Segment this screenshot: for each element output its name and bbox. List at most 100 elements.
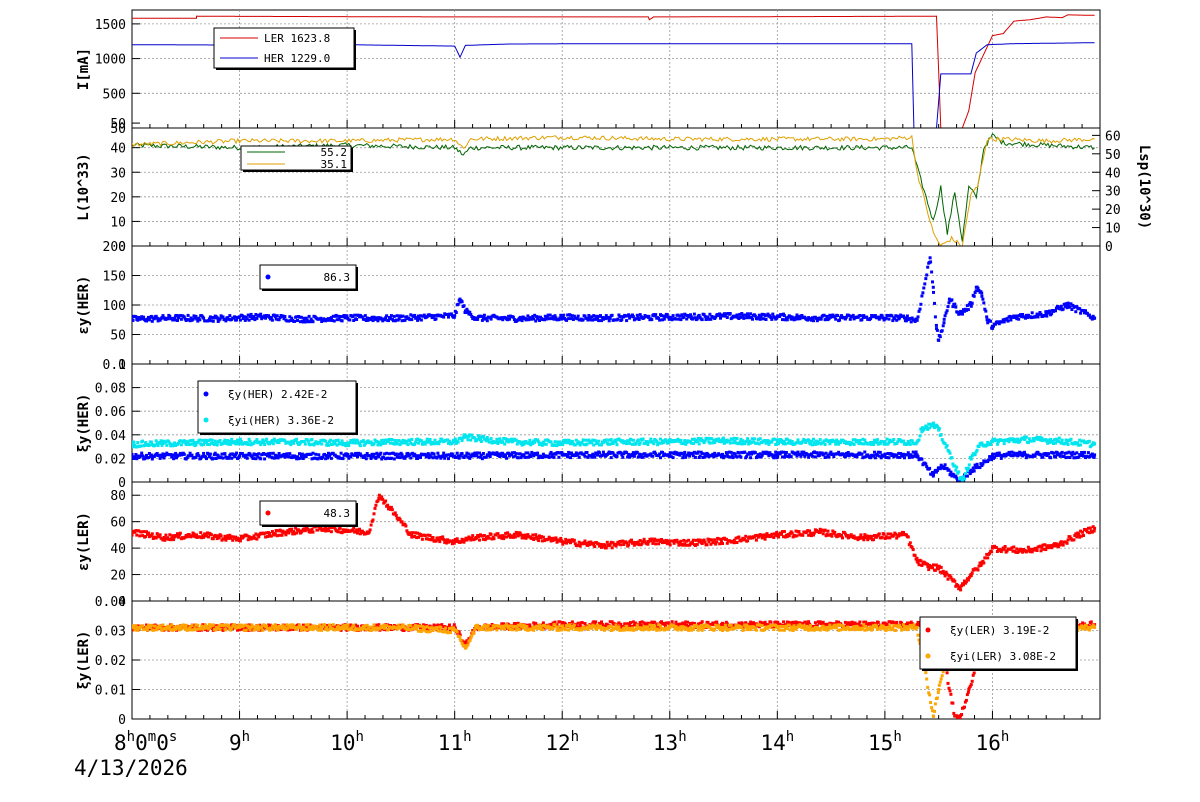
data-point [309,443,312,446]
data-point [919,559,922,562]
data-point [518,317,521,320]
data-point [272,442,275,445]
data-point [207,535,210,538]
y2-tick-label: 30 [1105,185,1121,200]
data-point [456,537,459,540]
data-point [554,440,557,443]
data-point [531,534,534,537]
data-point [706,543,709,546]
data-point [650,318,653,321]
data-point [404,525,407,528]
data-point [749,456,752,459]
data-point [183,453,186,456]
data-point [770,318,773,321]
data-point [980,292,983,295]
data-point [261,438,264,441]
legend-marker [204,392,209,397]
data-point [838,319,841,322]
data-point [981,298,984,301]
data-point [573,539,576,542]
data-point [461,300,464,303]
y-tick-label: 0 [118,713,126,728]
data-point [946,309,949,312]
data-point [209,453,212,456]
data-point [406,443,409,446]
data-point [453,314,456,317]
data-point [263,443,266,446]
data-point [790,455,793,458]
data-point [816,451,819,454]
data-point [1052,452,1055,455]
data-point [621,456,624,459]
data-point [202,452,205,455]
data-point [1058,437,1061,440]
data-point [707,437,710,440]
data-point [948,298,951,301]
data-point [610,438,613,441]
data-point [1070,438,1073,441]
data-point [337,530,340,533]
data-point [586,443,589,446]
data-point [849,318,852,321]
data-point [772,456,775,459]
data-point [314,453,317,456]
data-point [959,312,962,315]
data-point [980,295,983,298]
data-point [352,527,355,530]
data-point [346,442,349,445]
data-point [1049,456,1052,459]
data-point [507,440,510,443]
data-point [618,315,621,318]
data-point [934,569,937,572]
data-point [312,531,315,534]
data-point [976,463,979,466]
data-point [859,533,862,536]
data-point [694,456,697,459]
data-point [219,439,222,442]
data-point [632,439,635,442]
data-point [503,443,506,446]
data-point [1060,305,1063,308]
data-point [1067,538,1070,541]
data-point [616,443,619,446]
data-point [194,456,197,459]
data-point [131,531,134,534]
data-point [726,316,729,319]
data-point [939,335,942,338]
data-point [784,442,787,445]
data-point [1017,318,1020,321]
data-point [482,435,485,438]
data-point [1013,453,1016,456]
data-point [791,440,794,443]
data-point [879,451,882,454]
data-point [947,305,950,308]
data-point [1066,304,1069,307]
data-point [448,624,451,627]
data-point [478,435,481,438]
data-point [365,457,368,460]
data-point [592,444,595,447]
data-point [977,569,980,572]
data-point [276,314,279,317]
data-point [860,453,863,456]
data-point [798,530,801,533]
data-point [330,457,333,460]
legend: 55.235.1 [241,146,353,172]
data-point [943,321,946,324]
data-point [514,536,517,539]
y2-tick-label: 10 [1105,222,1121,237]
data-point [131,443,134,446]
data-point [393,457,396,460]
data-point [288,452,291,455]
data-point [932,286,935,289]
data-point [141,440,144,443]
panel-4: 00.020.040.060.080.1ξy(HER)ξy(HER) 2.42E… [76,358,1100,491]
data-point [636,314,639,317]
data-point [566,455,569,458]
data-point [737,536,740,539]
data-point [1079,443,1082,446]
data-point [654,313,657,316]
legend-marker [266,511,271,516]
data-point [751,318,754,321]
data-point [986,556,989,559]
